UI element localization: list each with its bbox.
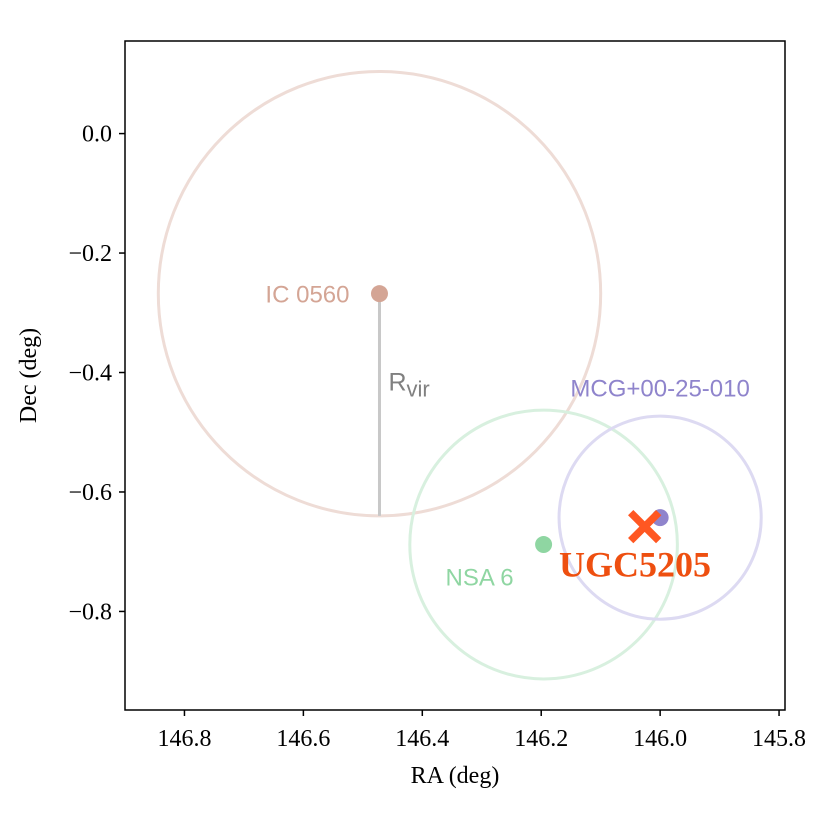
target-marker xyxy=(628,509,662,544)
target-label: UGC5205 xyxy=(559,545,711,585)
y-tick-label-1: −0.2 xyxy=(68,241,112,267)
rvir-label: Rvir xyxy=(388,368,429,401)
x-axis-ticks: 146.8 146.6 146.4 146.2 146.0 145.8 xyxy=(157,710,806,752)
galaxy-labels: IC 0560 NSA 6 MCG+00-25-010 xyxy=(265,282,749,592)
x-axis-label: RA (deg) xyxy=(411,763,500,789)
x-tick-label-3: 146.2 xyxy=(514,726,568,752)
x-tick-label-0: 146.8 xyxy=(157,726,211,752)
y-tick-label-0: 0.0 xyxy=(82,122,112,148)
y-axis-label: Dec (deg) xyxy=(16,328,42,423)
galaxy-label-0: IC 0560 xyxy=(265,282,349,309)
y-tick-label-4: −0.8 xyxy=(68,599,112,625)
rvir-subscript: vir xyxy=(407,376,430,401)
y-tick-label-3: −0.6 xyxy=(68,480,112,506)
x-tick-label-4: 146.0 xyxy=(633,726,687,752)
virial-circle-2 xyxy=(557,414,763,621)
y-axis-ticks: 0.0 −0.2 −0.4 −0.6 −0.8 xyxy=(68,122,125,625)
axes-frame xyxy=(124,40,786,711)
x-tick-label-2: 146.4 xyxy=(395,726,449,752)
galaxy-point-0 xyxy=(370,285,388,303)
x-tick-label-1: 146.6 xyxy=(276,726,330,752)
x-tick-label-5: 145.8 xyxy=(752,726,806,752)
galaxy-label-2: MCG+00-25-010 xyxy=(570,376,749,403)
galaxy-label-1: NSA 6 xyxy=(446,565,514,592)
galaxy-point-1 xyxy=(535,536,553,554)
y-tick-label-2: −0.4 xyxy=(68,361,112,387)
virial-circle-1 xyxy=(408,408,679,681)
target: UGC5205 xyxy=(559,509,711,585)
rvir-marker: Rvir xyxy=(377,293,430,516)
